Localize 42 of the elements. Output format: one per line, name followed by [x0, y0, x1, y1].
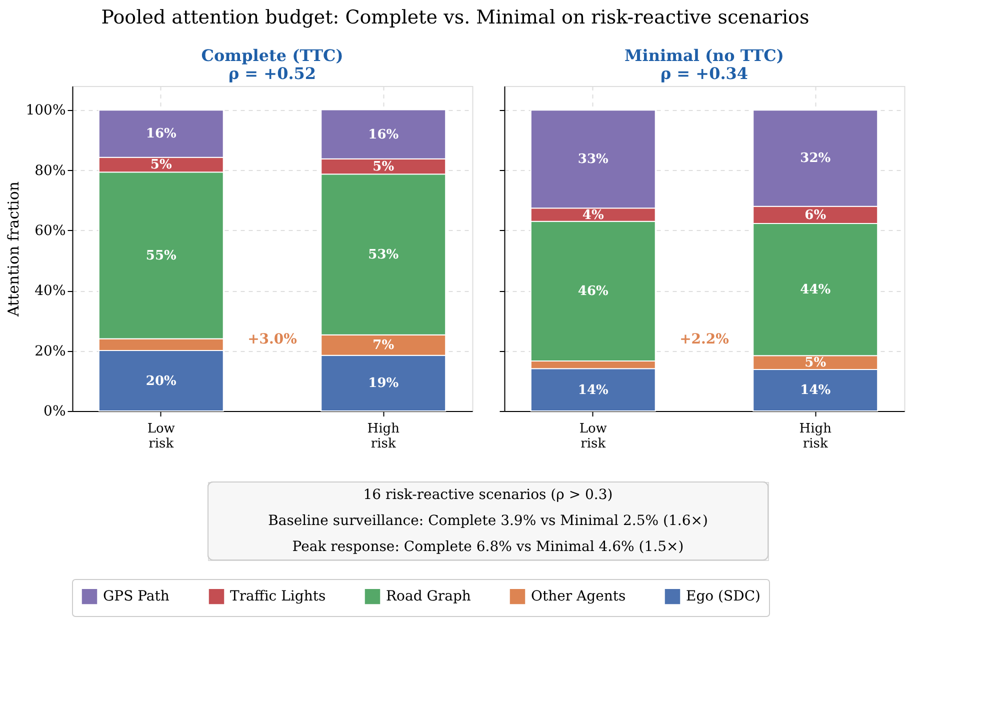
chart-title: Minimal (no TTC) ρ = +0.34 — [624, 46, 784, 83]
y-tick-label: 80% — [34, 162, 66, 179]
x-tick-label: Low risk — [147, 422, 175, 452]
data-label: 7% — [372, 338, 395, 354]
y-tick-label: 0% — [44, 404, 66, 420]
legend-label: Ego (SDC) — [686, 588, 761, 605]
annotation: +2.2% — [680, 332, 729, 348]
y-tick-label: 100% — [26, 102, 66, 119]
y-axis-title: Attention fraction — [4, 181, 23, 318]
data-label: 44% — [800, 282, 832, 298]
data-label: 16% — [368, 127, 400, 142]
data-label: 14% — [578, 382, 610, 398]
data-label: 5% — [150, 158, 172, 173]
annotation: +3.0% — [248, 332, 297, 348]
data-label: 20% — [146, 374, 178, 389]
data-label: 5% — [372, 160, 395, 174]
data-label: 55% — [146, 248, 178, 264]
y-tick-label: 20% — [34, 343, 66, 360]
data-label: 4% — [582, 208, 604, 223]
x-tick-label: High risk — [367, 422, 400, 452]
data-label: 46% — [578, 284, 610, 300]
data-label: 53% — [368, 248, 400, 263]
chart-title: Complete (TTC) ρ = +0.52 — [201, 46, 344, 83]
x-tick-label: High risk — [799, 422, 832, 452]
y-tick-label: 60% — [34, 222, 66, 239]
data-label: 33% — [578, 152, 610, 168]
data-label: 14% — [800, 383, 832, 398]
data-label: 6% — [804, 208, 827, 223]
legend-label: Road Graph — [386, 588, 471, 605]
data-label: 32% — [800, 151, 832, 166]
data-label: 19% — [368, 376, 400, 392]
text: 16 risk-reactive scenarios (ρ > 0.3) — [363, 487, 613, 503]
text: Baseline surveillance: Complete 3.9% vs Minimal 2.5% (1.6×) — [268, 513, 708, 529]
text: Peak response: Complete 6.8% vs Minimal 4.6% (1.5×) — [292, 539, 684, 555]
legend-label: Other Agents — [531, 588, 626, 605]
legend-label: GPS Path — [103, 588, 170, 605]
text: Pooled attention budget: Complete vs. Minimal on risk-reactive scenarios — [101, 6, 810, 28]
x-tick-label: Low risk — [579, 422, 607, 452]
data-label: 5% — [804, 356, 827, 371]
y-tick-label: 40% — [34, 283, 66, 300]
legend-label: Traffic Lights — [230, 588, 326, 605]
data-label: 16% — [146, 126, 178, 142]
